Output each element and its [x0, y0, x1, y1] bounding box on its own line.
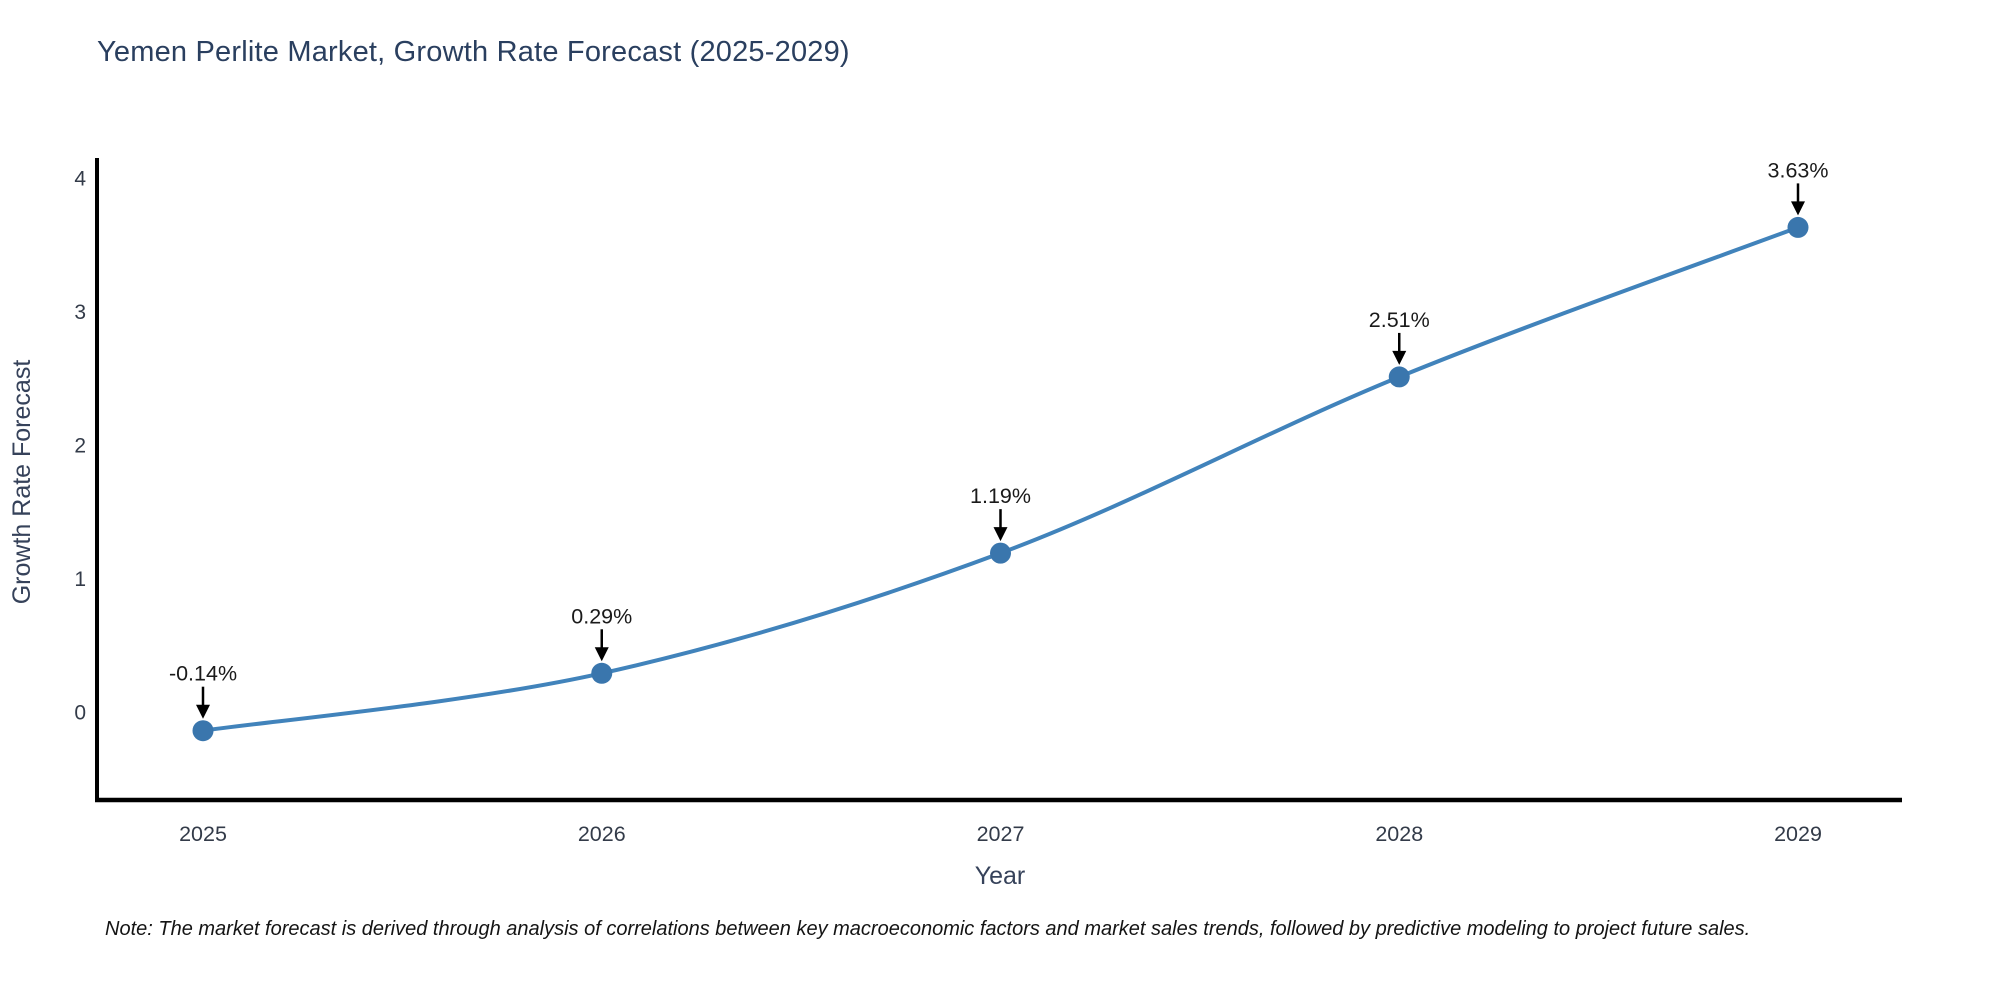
y-tick-label: 2 — [74, 435, 86, 458]
x-axis-title: Year — [975, 862, 1026, 890]
annotation-arrowhead-icon — [1392, 350, 1407, 365]
x-tick-label: 2025 — [179, 822, 227, 846]
x-tick-labels: 2025 2026 2027 2028 2029 — [179, 822, 1822, 846]
point-annotations: -0.14% 0.29% 1.19% 2.51% 3.63% — [169, 158, 1829, 719]
x-tick-label: 2028 — [1375, 822, 1423, 846]
y-tick-labels: 0 1 2 3 4 — [74, 168, 86, 725]
annotation-label: 2.51% — [1369, 308, 1430, 332]
annotation-arrowhead-icon — [1791, 201, 1805, 216]
y-axis-title: Growth Rate Forecast — [8, 360, 36, 605]
data-point-markers — [192, 216, 1809, 742]
x-tick-label: 2026 — [578, 822, 626, 846]
axes — [95, 158, 1902, 803]
annotation-arrowhead-icon — [196, 704, 210, 719]
y-tick-label: 3 — [74, 301, 86, 324]
data-point-marker — [1388, 366, 1410, 388]
data-point-marker — [1787, 216, 1809, 238]
annotation-label: 3.63% — [1768, 158, 1829, 182]
chart-title: Yemen Perlite Market, Growth Rate Foreca… — [97, 36, 850, 68]
y-tick-label: 0 — [74, 702, 86, 725]
data-point-marker — [192, 720, 214, 742]
trend-line — [201, 225, 1800, 733]
footnote: Note: The market forecast is derived thr… — [105, 918, 1751, 940]
data-point-marker — [591, 662, 613, 684]
annotation-arrowhead-icon — [993, 527, 1008, 542]
y-tick-label: 1 — [74, 568, 86, 591]
data-point-marker — [990, 542, 1011, 564]
x-tick-label: 2027 — [977, 822, 1025, 846]
y-tick-label: 4 — [74, 168, 86, 191]
annotation-arrowhead-icon — [594, 647, 609, 662]
annotation-label: 0.29% — [571, 604, 632, 628]
x-tick-label: 2029 — [1774, 822, 1822, 846]
annotation-label: 1.19% — [970, 484, 1031, 508]
annotation-label: -0.14% — [169, 662, 237, 686]
